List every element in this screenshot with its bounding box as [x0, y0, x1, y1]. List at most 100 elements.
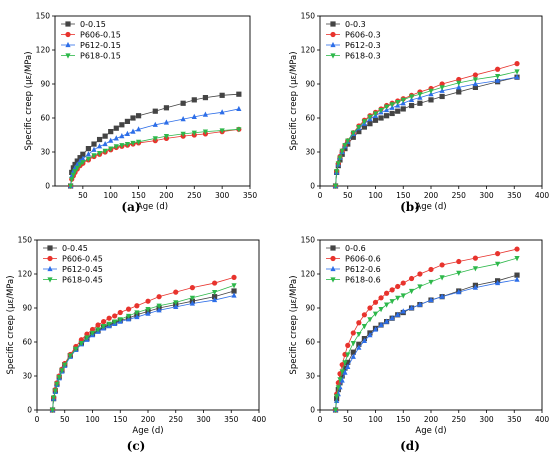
data-point [102, 140, 108, 147]
data-point [236, 127, 242, 133]
legend-marker [47, 255, 53, 262]
series-P618-0.3 [332, 69, 520, 190]
data-point [59, 368, 65, 374]
data-point [189, 295, 195, 301]
data-point [495, 66, 501, 72]
data-point [439, 275, 445, 281]
data-point [117, 317, 123, 323]
data-point [135, 126, 142, 132]
data-point [514, 272, 520, 278]
legend-marker [65, 31, 71, 38]
data-point [345, 138, 351, 144]
data-point [472, 284, 478, 290]
data-point [395, 283, 401, 290]
data-point [163, 105, 170, 111]
data-point [89, 330, 96, 337]
data-point [189, 300, 195, 306]
data-point [191, 97, 197, 103]
data-point [361, 324, 367, 330]
data-point [219, 92, 225, 98]
x-axis-label: Age (d) [137, 202, 168, 212]
data-point [428, 296, 434, 303]
data-point [332, 183, 339, 190]
data-point [101, 324, 107, 330]
data-point [231, 274, 237, 280]
data-point [78, 341, 84, 347]
series-P618-0.15 [68, 127, 242, 190]
x-tick-label: 100 [368, 415, 383, 424]
data-point [91, 141, 97, 147]
data-point [367, 332, 373, 338]
y-tick-label: 90 [22, 304, 32, 313]
legend-label: P612-0.45 [62, 265, 103, 274]
data-point [395, 311, 401, 317]
data-point [400, 308, 406, 314]
legend-label: P612-0.15 [80, 41, 121, 50]
data-point [119, 122, 125, 128]
data-point [54, 381, 60, 388]
data-point [417, 92, 423, 98]
data-point [408, 304, 415, 311]
data-point [456, 258, 462, 265]
legend-marker [47, 265, 53, 272]
x-tick-label: 150 [396, 415, 411, 424]
data-point [189, 285, 195, 291]
data-point [417, 301, 423, 307]
data-point [145, 298, 151, 304]
data-point [202, 129, 209, 135]
data-point [80, 155, 86, 161]
plot-frame [54, 15, 251, 187]
legend-label: P606-0.15 [80, 31, 121, 40]
x-tick-label: 300 [479, 415, 494, 424]
legend-label: P606-0.45 [62, 255, 103, 264]
legend-marker [330, 31, 336, 38]
data-point [70, 165, 76, 171]
data-point [117, 309, 123, 316]
legend-label: 0-0.45 [62, 244, 88, 253]
y-tick-label: 30 [22, 372, 32, 381]
chart-panel-2: 0 50 100 150 200 250 300 350 400 0 30 60 90 120 150 Age… [289, 12, 549, 214]
legend-marker [330, 41, 336, 48]
data-point [384, 113, 390, 119]
data-point [372, 111, 379, 117]
data-point [124, 130, 131, 136]
data-point [231, 283, 237, 289]
data-point [130, 140, 136, 147]
data-point [212, 280, 218, 286]
chart-panel-3: 0 50 100 150 200 250 300 350 400 0 30 60 90 120 150 Age… [6, 236, 266, 453]
data-point [134, 310, 140, 316]
data-point [101, 319, 107, 325]
legend-marker [47, 277, 53, 283]
data-point [156, 307, 162, 313]
data-point [400, 97, 406, 103]
data-point [456, 76, 462, 83]
legend-marker [330, 21, 336, 27]
legend-label: P618-0.3 [345, 52, 381, 61]
legend-label: P606-0.6 [345, 255, 381, 264]
data-point [456, 89, 462, 95]
series-P606-0.45 [49, 274, 237, 413]
data-point [350, 353, 356, 359]
data-point [514, 74, 520, 80]
legend-label: P618-0.15 [80, 52, 121, 61]
data-point [389, 102, 395, 108]
x-tick-label: 400 [252, 415, 267, 424]
data-point [173, 289, 179, 295]
legend-marker [47, 245, 53, 251]
data-point [400, 280, 406, 286]
data-point [472, 72, 478, 78]
x-tick-label: 150 [396, 191, 411, 200]
data-point [156, 303, 162, 309]
data-point [495, 73, 501, 80]
data-point [91, 146, 97, 152]
series-line [52, 290, 235, 411]
data-point [202, 111, 209, 117]
data-point [212, 294, 218, 300]
data-point [361, 119, 367, 125]
data-point [361, 337, 367, 343]
x-tick-label: 50 [343, 415, 353, 424]
series-line [335, 76, 518, 187]
data-point [408, 102, 415, 109]
x-tick-label: 50 [343, 191, 353, 200]
data-point [350, 330, 356, 336]
